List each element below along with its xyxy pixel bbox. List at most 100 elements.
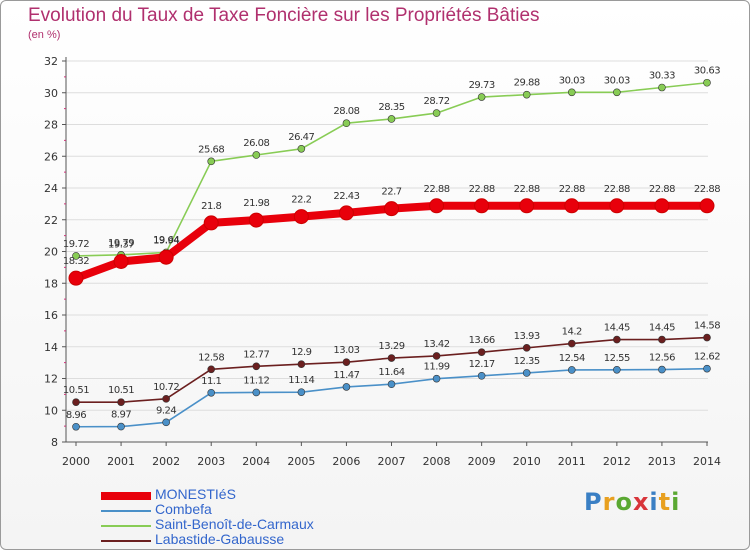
data-label: 12.35 [514,356,540,367]
legend-swatch [101,524,151,527]
data-point [207,157,216,166]
data-label: 22.88 [514,184,540,195]
data-point [522,369,531,377]
data-label: 30.03 [559,75,585,86]
data-point [567,339,576,348]
legend-label: Saint-Benoît-de-Carmaux [155,516,314,532]
data-point [68,270,84,286]
data-point [207,388,216,397]
data-label: 14.45 [604,323,630,334]
data-point [474,198,490,214]
data-label: 11.12 [243,375,269,386]
data-point [699,198,715,214]
data-point [432,374,441,383]
data-point [613,88,621,97]
data-label: 22.88 [469,184,495,195]
data-label: 22.88 [604,184,630,195]
data-point [342,358,351,366]
data-point [203,215,219,231]
data-label: 22.88 [649,184,675,195]
data-label: 12.17 [469,359,495,370]
x-tick-label: 2009 [468,455,496,468]
y-tick-label: 8 [51,436,58,449]
data-point [293,209,309,225]
data-label: 19.94 [153,235,179,246]
data-point [609,198,625,214]
data-label: 8.97 [111,410,131,421]
data-point [72,398,80,406]
x-tick-label: 2003 [197,455,225,468]
y-tick-label: 28 [44,119,58,132]
data-point [703,364,711,373]
legend-swatch [101,491,151,500]
legend-label: MONESTIéS [155,486,236,502]
data-label: 12.56 [649,353,675,364]
data-label: 12.62 [694,352,720,363]
logo-letter: t [658,488,672,516]
data-label: 14.58 [694,321,720,332]
logo-letter: x [632,488,650,516]
data-label: 19.64 [153,235,179,246]
data-point [158,249,174,265]
x-tick-label: 2014 [693,455,721,468]
data-label: 22.43 [333,191,359,202]
data-label: 12.54 [559,353,585,364]
data-point [658,335,666,344]
data-label: 14.45 [649,323,675,334]
data-label: 12.77 [243,349,269,360]
data-point [162,395,170,403]
data-label: 19.37 [108,240,134,251]
x-tick-label: 2010 [513,455,541,468]
data-label: 29.73 [469,80,495,91]
data-label: 22.88 [559,184,585,195]
data-point [342,119,351,128]
unit-label: (en %) [28,29,61,41]
x-tick-label: 2005 [287,455,315,468]
y-tick-label: 24 [44,182,58,195]
x-tick-label: 2007 [378,455,406,468]
data-label: 25.68 [198,144,224,155]
data-label: 9.24 [156,405,176,416]
legend-swatch [101,509,151,512]
y-tick-label: 26 [44,150,58,163]
data-point [654,198,670,214]
data-point [432,352,441,360]
data-point [658,83,666,92]
data-point [613,335,621,344]
data-label: 14.2 [562,327,582,338]
x-tick-label: 2012 [603,455,631,468]
y-tick-label: 18 [44,277,58,290]
data-label: 26.08 [243,138,269,149]
y-tick-label: 12 [44,373,58,386]
data-label: 12.9 [291,347,311,358]
data-point [432,109,441,117]
data-point [564,198,580,214]
data-point [477,93,486,101]
data-label: 11.47 [333,370,359,381]
data-label: 10.72 [153,382,179,393]
data-label: 30.63 [694,66,720,77]
logo-letter: P [584,488,603,516]
logo-letter: r [602,488,616,516]
data-label: 28.08 [333,106,359,117]
data-point [477,348,486,356]
x-tick-label: 2011 [558,455,586,468]
data-point [387,115,396,123]
x-tick-label: 2000 [62,455,90,468]
logo-letter: o [615,488,633,516]
data-point [113,254,129,270]
data-point [387,380,396,389]
data-label: 10.51 [63,385,89,396]
data-point [117,422,125,431]
x-tick-label: 2006 [332,455,360,468]
data-point [248,212,264,228]
x-tick-label: 2008 [423,455,451,468]
legend-label: Combefa [155,501,212,517]
data-label: 11.1 [201,376,221,387]
data-label: 21.98 [243,198,269,209]
data-point [613,365,621,374]
data-label: 30.03 [604,75,630,86]
data-label: 22.88 [694,184,720,195]
y-tick-label: 20 [44,246,58,259]
data-point [297,144,306,153]
